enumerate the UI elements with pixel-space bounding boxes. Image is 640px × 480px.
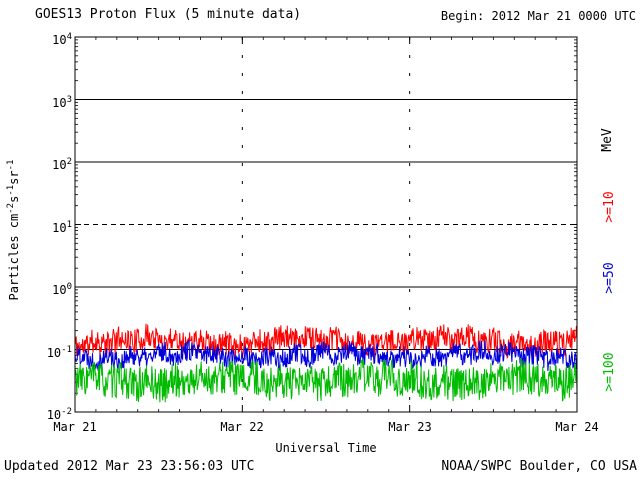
x-tick-mar23: Mar 23 <box>388 420 432 434</box>
legend-ge50-label: >=50 <box>602 262 617 294</box>
legend-ge100-label: >=100 <box>602 352 617 392</box>
x-tick-mar21: Mar 21 <box>53 420 97 434</box>
source-attribution: NOAA/SWPC Boulder, CO USA <box>441 459 637 474</box>
series-line-1 <box>74 339 578 372</box>
y-tick-label: 101 <box>52 219 72 235</box>
x-axis-label: Universal Time <box>275 441 377 455</box>
y-tick-label: 100 <box>52 282 72 297</box>
y-tick-label: 10-2 <box>46 407 72 422</box>
legend-ge10-label: >=10 <box>602 191 617 223</box>
x-tick-mar24: Mar 24 <box>555 420 599 434</box>
axes-frame <box>74 36 578 413</box>
begin-timestamp: Begin: 2012 Mar 21 0000 UTC <box>440 9 636 23</box>
gridlines <box>75 37 577 412</box>
y-tick-label: 10-1 <box>46 344 72 360</box>
y-axis-label: Particles cm-2s-1sr-1 <box>6 159 21 301</box>
right-axis-unit-label: MeV <box>600 128 615 152</box>
y-tick-label: 104 <box>52 32 72 47</box>
series-line-2 <box>74 358 578 403</box>
x-tick-mar22: Mar 22 <box>220 420 264 434</box>
y-tick-label: 103 <box>52 94 72 110</box>
chart-title: GOES13 Proton Flux (5 minute data) <box>35 7 302 22</box>
updated-timestamp: Updated 2012 Mar 23 23:56:03 UTC <box>4 459 255 474</box>
y-tick-label: 102 <box>52 157 72 172</box>
